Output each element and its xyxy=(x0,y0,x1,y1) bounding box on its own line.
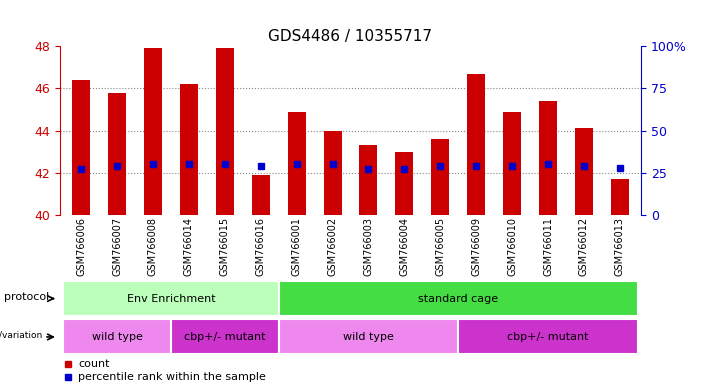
Text: GSM766007: GSM766007 xyxy=(112,217,122,276)
Text: GSM766010: GSM766010 xyxy=(507,217,517,276)
Text: GSM766015: GSM766015 xyxy=(220,217,230,276)
Text: Env Enrichment: Env Enrichment xyxy=(127,293,215,304)
Text: cbp+/- mutant: cbp+/- mutant xyxy=(508,332,589,342)
Bar xyxy=(287,112,306,215)
Bar xyxy=(575,128,593,215)
Text: GSM766009: GSM766009 xyxy=(471,217,481,276)
Bar xyxy=(431,139,449,215)
Bar xyxy=(395,152,414,215)
Bar xyxy=(72,80,90,215)
Bar xyxy=(503,112,521,215)
Text: GSM766001: GSM766001 xyxy=(292,217,301,276)
Bar xyxy=(63,281,279,316)
Bar xyxy=(468,73,485,215)
Text: standard cage: standard cage xyxy=(418,293,498,304)
Text: GSM766014: GSM766014 xyxy=(184,217,194,276)
Bar xyxy=(279,319,458,354)
Text: GSM766016: GSM766016 xyxy=(256,217,266,276)
Text: protocol: protocol xyxy=(4,292,49,302)
Text: genotype/variation: genotype/variation xyxy=(0,331,43,339)
Bar xyxy=(171,319,279,354)
Bar xyxy=(279,281,638,316)
Text: GSM766003: GSM766003 xyxy=(363,217,374,276)
Bar xyxy=(252,175,270,215)
Text: GSM766002: GSM766002 xyxy=(327,217,338,276)
Bar xyxy=(324,131,341,215)
Text: GSM766011: GSM766011 xyxy=(543,217,553,276)
Text: GSM766004: GSM766004 xyxy=(400,217,409,276)
Bar xyxy=(360,146,377,215)
Bar xyxy=(611,179,629,215)
Bar xyxy=(216,48,233,215)
Bar xyxy=(180,84,198,215)
Bar xyxy=(539,101,557,215)
Text: GSM766013: GSM766013 xyxy=(615,217,625,276)
Text: wild type: wild type xyxy=(343,332,394,342)
Title: GDS4486 / 10355717: GDS4486 / 10355717 xyxy=(268,28,433,43)
Text: GSM766012: GSM766012 xyxy=(579,217,589,276)
Text: count: count xyxy=(79,359,109,369)
Bar xyxy=(108,93,126,215)
Text: wild type: wild type xyxy=(92,332,142,342)
Text: GSM766005: GSM766005 xyxy=(435,217,445,276)
Text: percentile rank within the sample: percentile rank within the sample xyxy=(79,372,266,382)
Bar xyxy=(144,48,162,215)
Bar xyxy=(458,319,638,354)
Text: GSM766006: GSM766006 xyxy=(76,217,86,276)
Text: cbp+/- mutant: cbp+/- mutant xyxy=(184,332,266,342)
Bar xyxy=(63,319,171,354)
Text: GSM766008: GSM766008 xyxy=(148,217,158,276)
